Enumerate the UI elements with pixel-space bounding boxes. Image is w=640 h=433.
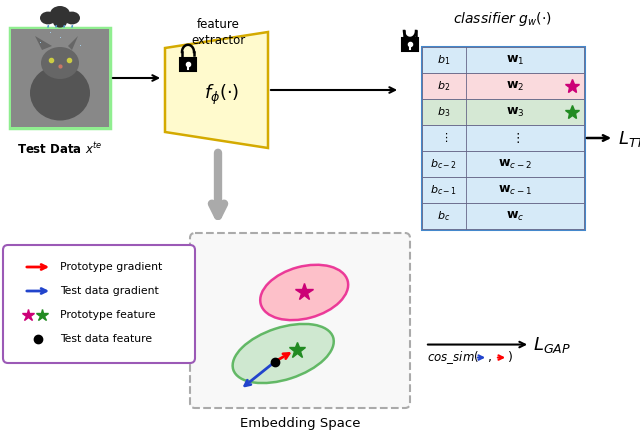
- FancyBboxPatch shape: [422, 203, 584, 229]
- Text: $\mathbf{w}_2$: $\mathbf{w}_2$: [506, 79, 524, 93]
- Text: $b_{c-1}$: $b_{c-1}$: [431, 183, 458, 197]
- Ellipse shape: [40, 12, 56, 24]
- Text: $cos\_sim($: $cos\_sim($: [427, 349, 479, 366]
- FancyBboxPatch shape: [11, 29, 109, 127]
- FancyBboxPatch shape: [190, 233, 410, 408]
- FancyBboxPatch shape: [422, 177, 584, 203]
- Text: $b_c$: $b_c$: [437, 209, 451, 223]
- Text: Prototype gradient: Prototype gradient: [60, 262, 163, 272]
- Text: $b_3$: $b_3$: [437, 105, 451, 119]
- Ellipse shape: [260, 265, 348, 320]
- FancyBboxPatch shape: [422, 47, 584, 229]
- FancyBboxPatch shape: [422, 99, 584, 125]
- Text: ·: ·: [49, 28, 51, 38]
- Text: Prototype feature: Prototype feature: [60, 310, 156, 320]
- Text: ·: ·: [38, 38, 42, 48]
- Text: $\mathbf{w}_{c-1}$: $\mathbf{w}_{c-1}$: [498, 184, 532, 197]
- Text: $b_1$: $b_1$: [437, 53, 451, 67]
- Text: $\vdots$: $\vdots$: [440, 132, 448, 145]
- FancyBboxPatch shape: [422, 125, 584, 151]
- Text: Embedding Space: Embedding Space: [240, 417, 360, 430]
- Text: Test data feature: Test data feature: [60, 334, 152, 344]
- FancyBboxPatch shape: [402, 38, 418, 51]
- Text: $\mathbf{w}_1$: $\mathbf{w}_1$: [506, 53, 524, 67]
- Text: $\mathbf{w}_c$: $\mathbf{w}_c$: [506, 210, 524, 223]
- Polygon shape: [68, 36, 78, 50]
- Text: $b_{c-2}$: $b_{c-2}$: [431, 157, 458, 171]
- Text: ·: ·: [79, 41, 81, 51]
- Text: $\vdots$: $\vdots$: [511, 131, 520, 145]
- Text: ·: ·: [58, 33, 61, 43]
- Ellipse shape: [41, 47, 79, 79]
- Polygon shape: [165, 32, 268, 148]
- FancyBboxPatch shape: [10, 28, 110, 128]
- Text: Test Data $x^{te}$: Test Data $x^{te}$: [17, 141, 103, 157]
- FancyBboxPatch shape: [422, 151, 584, 177]
- Ellipse shape: [64, 12, 80, 24]
- FancyBboxPatch shape: [422, 47, 584, 73]
- Polygon shape: [35, 36, 52, 50]
- FancyBboxPatch shape: [3, 245, 195, 363]
- Text: $\mathbf{w}_3$: $\mathbf{w}_3$: [506, 106, 524, 119]
- Text: $\boldsymbol{L_{GAP}}$: $\boldsymbol{L_{GAP}}$: [533, 335, 571, 355]
- Text: feature
extractor: feature extractor: [191, 18, 245, 47]
- Text: Test data gradient: Test data gradient: [60, 286, 159, 296]
- Text: ): ): [508, 351, 513, 364]
- FancyBboxPatch shape: [422, 73, 584, 99]
- Text: classifier $\boldsymbol{g_w}(\cdot)$: classifier $\boldsymbol{g_w}(\cdot)$: [452, 10, 552, 28]
- Text: ,: ,: [488, 351, 492, 364]
- Ellipse shape: [53, 16, 67, 28]
- Ellipse shape: [50, 6, 70, 22]
- Ellipse shape: [30, 65, 90, 120]
- FancyBboxPatch shape: [180, 58, 196, 71]
- Text: $f_{\phi}(\cdot)$: $f_{\phi}(\cdot)$: [204, 83, 239, 107]
- Ellipse shape: [232, 324, 334, 383]
- Text: $\mathbf{w}_{c-2}$: $\mathbf{w}_{c-2}$: [498, 158, 532, 171]
- Text: $\boldsymbol{L_{TTA}}$: $\boldsymbol{L_{TTA}}$: [618, 129, 640, 149]
- Text: $b_2$: $b_2$: [437, 79, 451, 93]
